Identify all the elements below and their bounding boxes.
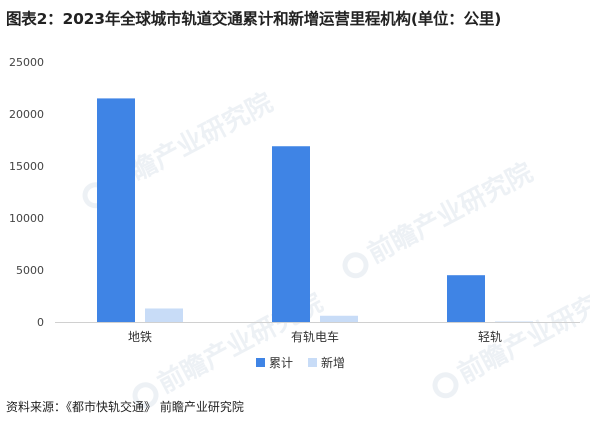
y-tick-label: 5000: [16, 264, 44, 277]
bar-cumulative-2: [272, 146, 310, 322]
x-tick-label: 轻轨: [478, 330, 502, 344]
legend-label-2: 新增: [321, 355, 345, 370]
legend-swatch-1: [256, 358, 265, 367]
source-note: 资料来源：《都市快轨交通》 前瞻产业研究院: [6, 400, 244, 414]
y-tick-label: 10000: [9, 212, 44, 225]
x-tick-label: 有轨电车: [291, 329, 339, 344]
bar-new-3: [495, 321, 533, 322]
y-tick-label: 25000: [9, 56, 44, 69]
y-tick-label: 0: [37, 316, 44, 329]
bar-cumulative-1: [97, 98, 135, 323]
bar-cumulative-3: [447, 275, 485, 322]
chart-title: 图表2：2023年全球城市轨道交通累计和新增运营里程机构(单位：公里): [6, 10, 502, 28]
y-tick-label: 20000: [9, 108, 44, 121]
legend-label-1: 累计: [269, 356, 293, 370]
y-tick-label: 15000: [9, 160, 44, 173]
bar-new-1: [145, 308, 183, 322]
x-tick-label: 地铁: [128, 330, 152, 344]
legend-swatch-2: [308, 358, 317, 367]
bar-new-2: [320, 315, 358, 322]
